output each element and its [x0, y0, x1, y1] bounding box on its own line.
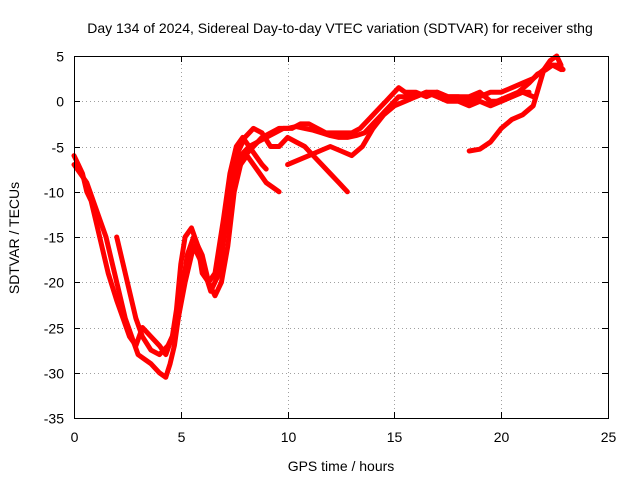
x-tick-label: 0: [71, 429, 79, 445]
chart-title: Day 134 of 2024, Sidereal Day-to-day VTE…: [87, 20, 593, 36]
y-tick-label: -30: [44, 366, 64, 382]
y-tick-label: 0: [56, 94, 64, 110]
y-tick-label: 5: [56, 49, 64, 65]
plot-frame: [74, 56, 609, 419]
y-tick-label: -15: [44, 230, 64, 246]
grid-lines: [74, 56, 608, 418]
x-tick-label: 10: [281, 429, 297, 445]
x-tick-label: 25: [601, 429, 617, 445]
x-tick-label: 5: [178, 429, 186, 445]
series-line-track-g: [466, 53, 564, 154]
y-tick-label: -5: [52, 140, 65, 156]
series-line-track-f: [285, 62, 564, 168]
y-tick-label: -35: [44, 411, 64, 427]
series-line-track-h: [494, 62, 566, 104]
y-axis-label: SDTVAR / TECUs: [6, 182, 22, 294]
series-line-track-d: [221, 85, 532, 231]
series-line-track-e: [233, 89, 536, 177]
y-axis-ticks: 5 0 -5 -10 -15 -20 -25 -30 -35: [44, 49, 608, 427]
x-axis-label: GPS time / hours: [288, 458, 395, 474]
x-axis-ticks: 0 5 10 15 20 25: [71, 56, 617, 445]
y-tick-label: -20: [44, 275, 64, 291]
data-series: [71, 53, 566, 380]
y-tick-label: -25: [44, 321, 64, 337]
x-tick-label: 20: [494, 429, 510, 445]
x-tick-label: 15: [387, 429, 403, 445]
y-tick-label: -10: [44, 185, 64, 201]
